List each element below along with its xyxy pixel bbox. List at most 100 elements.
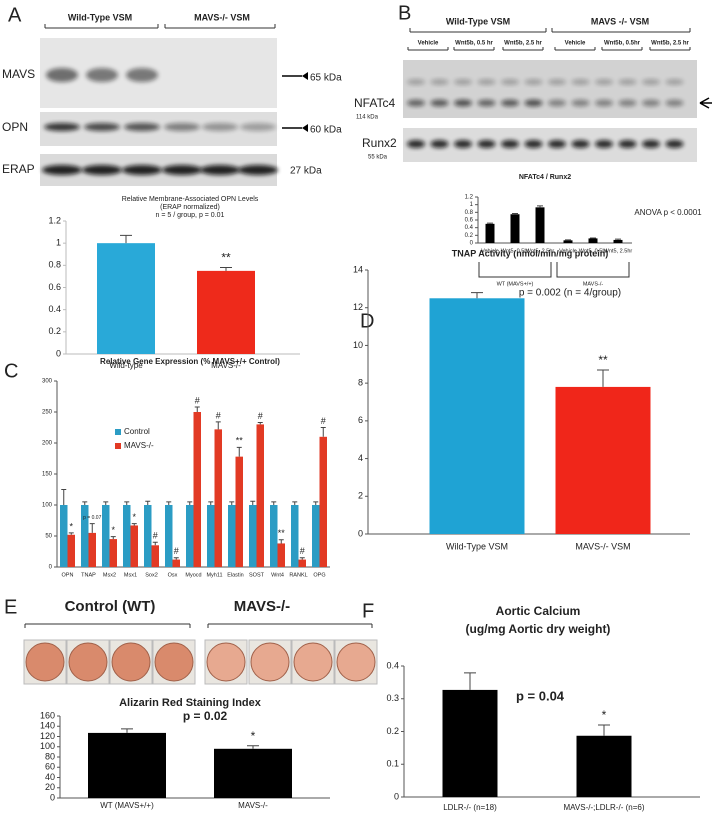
- panel-label: A: [8, 4, 22, 26]
- blot-band: [200, 165, 240, 175]
- y-tick-label: 0.4: [465, 225, 474, 231]
- group-label: MAVS-/-: [583, 281, 604, 287]
- error-bar: [121, 728, 133, 733]
- bar: [214, 429, 222, 567]
- chart-subtitle: (ERAP normalized): [160, 204, 220, 211]
- bar: [186, 505, 194, 567]
- blot-band: [501, 140, 519, 148]
- x-tick-label: MAVS-/-;LDLR-/- (n=6): [564, 803, 645, 812]
- arrow-head: [302, 72, 308, 80]
- significance: **: [598, 353, 608, 367]
- bar: [588, 238, 598, 243]
- significance: *: [132, 512, 136, 522]
- blot-band: [164, 123, 200, 131]
- x-tick-label: MAVS-/-: [238, 801, 268, 810]
- well: [154, 642, 194, 682]
- blot-band: [665, 140, 684, 148]
- blot-band: [430, 99, 449, 107]
- y-tick-label: 4: [358, 453, 363, 463]
- y-tick-label: 0.2: [386, 726, 399, 736]
- y-tick-label: 12: [353, 302, 363, 312]
- y-tick-label: 140: [40, 721, 55, 731]
- y-tick-label: 300: [42, 379, 53, 385]
- bar: [102, 505, 110, 567]
- x-tick-label: Osx: [168, 572, 178, 578]
- y-tick-label: 60: [45, 762, 55, 772]
- legend-label: Control: [124, 427, 150, 436]
- bar: [485, 223, 495, 243]
- error-bar: [598, 724, 610, 736]
- bar: [88, 532, 96, 567]
- significance: *: [111, 525, 115, 535]
- y-tick-label: 0.2: [465, 233, 474, 239]
- x-tick-label: Wnt5, 2.5hr: [604, 248, 633, 254]
- bar: [291, 505, 299, 567]
- x-tick-label: Wnt5, 2.5hr: [526, 248, 555, 254]
- x-tick-label: Elastin: [227, 572, 244, 578]
- error-bar: [208, 501, 214, 505]
- y-tick-label: 10: [353, 340, 363, 350]
- group-label: MAVS -/- VSM: [591, 16, 649, 26]
- error-bar: [247, 745, 259, 749]
- error-bar: [320, 427, 326, 437]
- legend-swatch: [115, 443, 121, 449]
- error-bar: [220, 267, 232, 271]
- error-bar: [512, 212, 518, 215]
- blot-band: [82, 165, 122, 175]
- significance: **: [236, 436, 244, 446]
- bar: [151, 545, 159, 567]
- bar: [298, 559, 306, 567]
- significance: #: [216, 410, 221, 420]
- well: [68, 642, 108, 682]
- error-bar: [110, 536, 116, 540]
- legend-swatch: [115, 429, 121, 435]
- blot-band: [571, 79, 590, 85]
- error-bar: [271, 501, 277, 505]
- chart-title: Aortic Calcium: [496, 604, 581, 618]
- error-bar: [124, 501, 130, 505]
- well: [336, 642, 376, 682]
- error-bar: [152, 541, 158, 546]
- blot-band: [595, 99, 613, 107]
- error-bar: [131, 523, 137, 526]
- size-label: 65 kDa: [310, 73, 342, 84]
- blot-band: [407, 140, 425, 148]
- significance: #: [174, 546, 179, 556]
- significance: *: [251, 729, 256, 743]
- lane-label: Wnt5b, 2.5 hr: [651, 41, 689, 47]
- size-label: 55 kDa: [368, 155, 388, 161]
- blot-images: Vehicle Wnt5b, 0.5 hr Wnt5b, 2.5 hr Vehicle…: [23, 24, 712, 685]
- significance: p = 0.07: [83, 515, 101, 521]
- blot-band: [44, 123, 80, 131]
- blot-band: [524, 99, 543, 107]
- blot-panel: [403, 60, 697, 118]
- bar: [81, 505, 89, 567]
- blot-band: [571, 140, 590, 148]
- lane-label: Wnt5b, 0.5 hr: [455, 41, 493, 47]
- blot-band: [454, 99, 472, 107]
- lane-label: Wnt5b, 2.5 hr: [504, 41, 542, 47]
- error-bar: [89, 523, 95, 533]
- x-tick-label: LDLR-/- (n=18): [443, 803, 497, 812]
- lane-label: Vehicle: [418, 41, 439, 47]
- error-bar: [166, 501, 172, 505]
- error-bar: [82, 501, 88, 505]
- error-bar: [145, 500, 151, 505]
- error-bar: [68, 532, 74, 535]
- error-bar: [194, 406, 200, 412]
- group-label: MAVS-/- VSM: [194, 12, 250, 22]
- error-bar: [250, 500, 256, 505]
- bar: [249, 505, 257, 567]
- significance: #: [153, 531, 158, 541]
- y-tick-label: 0.6: [465, 218, 474, 224]
- well: [293, 642, 333, 682]
- bar: [109, 539, 117, 567]
- x-tick-label: Myh11: [206, 572, 222, 578]
- blot-band: [642, 99, 660, 107]
- x-tick-label: Wnt5, 0.5hr: [501, 248, 530, 254]
- arrow-head: [302, 124, 308, 132]
- size-label: 60 kDa: [310, 125, 342, 136]
- y-tick-label: 8: [358, 378, 363, 388]
- x-tick-label: SOST: [249, 572, 265, 578]
